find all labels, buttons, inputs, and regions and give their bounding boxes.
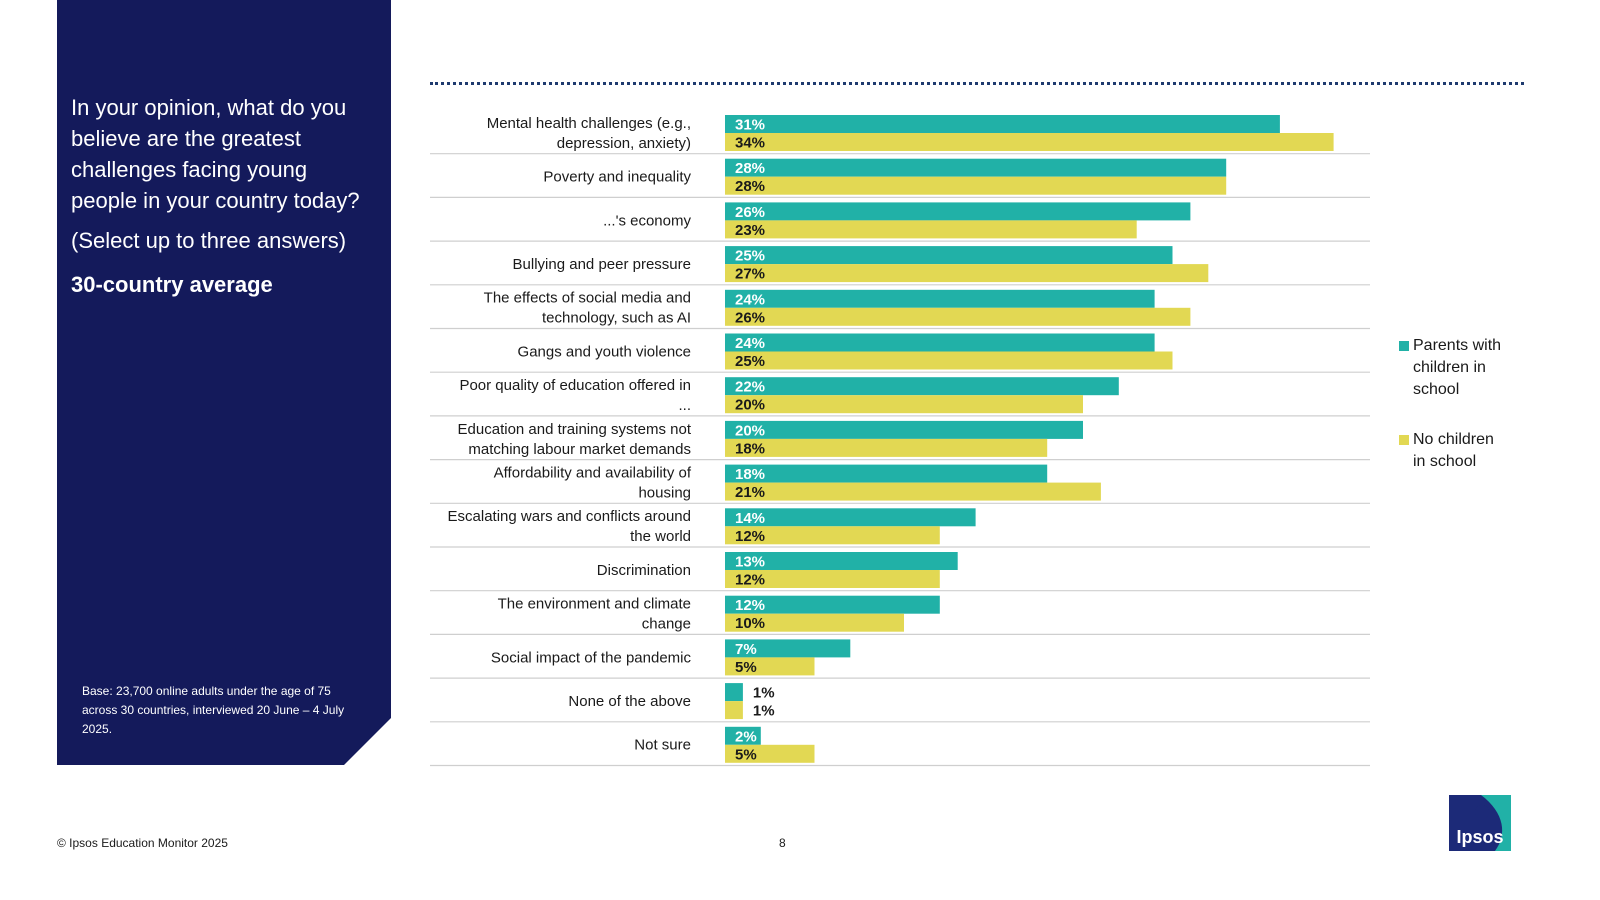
data-label: 5% (735, 746, 757, 763)
bar-parents (725, 683, 743, 702)
legend-label-line: in school (1413, 453, 1477, 470)
bar-parents (725, 377, 1119, 396)
bar-parents (725, 202, 1191, 221)
category-label: Mental health challenges (e.g., depressio… (487, 115, 691, 152)
dotted-divider (430, 82, 1524, 85)
data-label: 18% (735, 440, 765, 457)
bar-parents (725, 552, 958, 570)
category-label: Poverty and inequality (543, 169, 691, 186)
data-label: 12% (735, 572, 765, 589)
category-label: Gangs and youth violence (518, 343, 691, 360)
data-label: 21% (735, 484, 765, 501)
bar-no-children (725, 701, 743, 720)
data-label: 10% (735, 615, 765, 632)
bar-no-children (725, 570, 940, 588)
page-number: 8 (779, 836, 786, 850)
data-label: 20% (735, 422, 765, 439)
bar-no-children (725, 307, 1191, 326)
data-label: 26% (735, 309, 765, 326)
data-label: 13% (735, 554, 765, 571)
bar-parents (725, 158, 1227, 177)
bar-no-children (725, 133, 1334, 151)
question-panel: In your opinion, what do you believe are… (57, 0, 391, 765)
bar-no-children (725, 264, 1209, 283)
svg-text:Ipsos: Ipsos (1456, 827, 1503, 847)
data-label: 28% (735, 160, 765, 177)
data-label: 26% (735, 204, 765, 221)
question-instruction: (Select up to three answers) (71, 228, 347, 253)
bar-no-children (725, 744, 815, 763)
data-label: 12% (735, 597, 765, 614)
data-label: 25% (735, 353, 765, 370)
data-label: 28% (735, 178, 765, 195)
legend-label-line: Parents with (1413, 337, 1502, 354)
legend-swatch-no-children (1399, 435, 1409, 445)
bar-parents (725, 595, 940, 614)
category-label: Affordability and availability of housing (494, 464, 692, 501)
bar-parents (725, 246, 1173, 265)
bar-parents (725, 115, 1280, 133)
bar-parents (725, 464, 1048, 483)
data-label: 34% (735, 135, 765, 152)
bar-parents (725, 726, 761, 745)
legend-swatch-parents (1399, 341, 1409, 351)
bar-parents (725, 333, 1155, 352)
data-label: 23% (735, 222, 765, 239)
data-label: 20% (735, 397, 765, 414)
average-label: 30-country average (71, 272, 273, 297)
bar-parents (725, 508, 976, 527)
base-note: Base: 23,700 online adults under the age… (82, 684, 345, 736)
bar-no-children (725, 395, 1083, 414)
legend-label-line: No children (1413, 431, 1494, 448)
bar-no-children (725, 220, 1137, 239)
category-label: Not sure (634, 737, 691, 754)
bar-no-children (725, 482, 1101, 501)
data-label: 27% (735, 266, 765, 283)
bar-no-children (725, 526, 940, 545)
legend-label-line: children in (1413, 359, 1486, 376)
bar-parents (725, 639, 851, 658)
category-label: The environment and climate change (498, 596, 691, 633)
data-label: 2% (735, 728, 757, 745)
bar-parents (725, 289, 1155, 308)
bar-parents (725, 420, 1083, 439)
data-label: 24% (735, 291, 765, 308)
data-label: 24% (735, 335, 765, 352)
bar-no-children (725, 176, 1227, 195)
bar-no-children (725, 613, 904, 632)
category-label: Escalating wars and conflicts around the … (448, 508, 691, 545)
data-label: 12% (735, 528, 765, 545)
data-label: 25% (735, 248, 765, 265)
category-label: Poor quality of education offered in... (459, 377, 691, 414)
data-label: 31% (735, 117, 765, 134)
category-label: None of the above (568, 693, 691, 710)
bar-no-children (725, 438, 1048, 457)
category-label: ...'s economy (603, 212, 691, 229)
category-label: Bullying and peer pressure (513, 256, 691, 273)
data-label: 1% (753, 685, 775, 702)
bar-no-children (725, 657, 815, 676)
legend-label-line: school (1413, 381, 1460, 398)
copyright: © Ipsos Education Monitor 2025 (57, 836, 228, 850)
data-label: 22% (735, 379, 765, 396)
data-label: 7% (735, 641, 757, 658)
data-label: 18% (735, 466, 765, 483)
category-label: Social impact of the pandemic (491, 649, 692, 666)
category-label: Discrimination (597, 562, 691, 579)
category-label: The effects of social media and technolog… (484, 290, 691, 327)
data-label: 1% (753, 703, 775, 720)
bar-no-children (725, 351, 1173, 370)
question-text: In your opinion, what do you believe are… (71, 95, 360, 213)
data-label: 5% (735, 659, 757, 676)
data-label: 14% (735, 510, 765, 527)
category-label: Education and training systems not matchi… (458, 421, 692, 458)
ipsos-logo: Ipsos (1449, 795, 1511, 851)
